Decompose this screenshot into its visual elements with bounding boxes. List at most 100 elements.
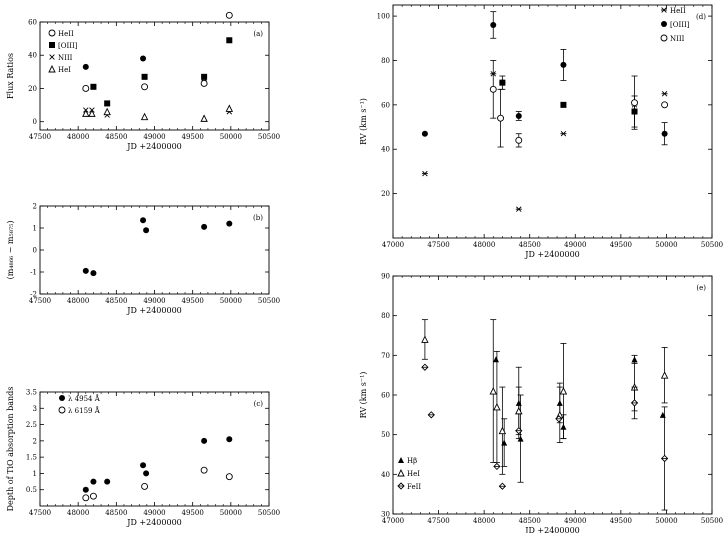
data-point bbox=[225, 11, 233, 19]
data-point bbox=[82, 85, 90, 92]
y-tick-label: 40 bbox=[28, 52, 37, 60]
x-tick-label: 48500 bbox=[519, 517, 541, 525]
panel-label: (d) bbox=[696, 13, 706, 21]
x-tick-label: 48000 bbox=[67, 133, 89, 141]
data-point bbox=[421, 170, 428, 177]
data-point bbox=[489, 85, 497, 93]
x-tick-label: 49500 bbox=[610, 241, 632, 249]
data-point bbox=[515, 406, 523, 415]
x-tick-label: 49000 bbox=[564, 241, 586, 249]
data-point bbox=[560, 101, 567, 108]
y-tick-label: -1 bbox=[30, 269, 37, 277]
series-HeII bbox=[421, 71, 668, 212]
x-tick-label: 47500 bbox=[29, 297, 51, 305]
x-tick-label: 50000 bbox=[655, 241, 677, 249]
legend-label: HeI bbox=[407, 470, 420, 478]
legend-label: HeII bbox=[58, 30, 74, 38]
data-point bbox=[630, 399, 639, 407]
y-tick-label: 50 bbox=[381, 431, 390, 439]
data-point bbox=[498, 426, 507, 435]
y-tick-label: 40 bbox=[381, 146, 390, 154]
data-point bbox=[490, 21, 497, 28]
legend-marker bbox=[48, 29, 56, 37]
x-tick-label: 50500 bbox=[701, 517, 723, 525]
data-point bbox=[90, 83, 97, 90]
x-tick-label: 48000 bbox=[473, 517, 495, 525]
data-point bbox=[201, 223, 208, 230]
legend-marker bbox=[59, 395, 65, 401]
x-tick-label: 47000 bbox=[382, 517, 404, 525]
data-point bbox=[226, 220, 233, 227]
legend-marker bbox=[58, 406, 66, 414]
y-tick-label: 2 bbox=[33, 437, 37, 445]
legend-label: HeI bbox=[58, 66, 71, 74]
x-tick-label: 49000 bbox=[143, 297, 165, 305]
data-point bbox=[661, 91, 668, 97]
plot-frame bbox=[392, 275, 713, 515]
legend-label: [OIII] bbox=[58, 42, 78, 50]
data-point bbox=[82, 494, 90, 502]
data-point bbox=[497, 114, 504, 122]
x-tick-label: 50500 bbox=[258, 297, 280, 305]
series-FeII bbox=[421, 363, 669, 511]
x-tick-label: 48500 bbox=[519, 241, 541, 249]
data-point bbox=[559, 387, 568, 395]
data-point bbox=[515, 112, 522, 119]
data-point bbox=[143, 227, 150, 234]
data-point bbox=[89, 492, 97, 500]
legend-label: λ 6159 Å bbox=[68, 406, 101, 415]
cross-stroke bbox=[201, 75, 207, 82]
panel-label: (b) bbox=[253, 214, 263, 222]
data-point bbox=[660, 454, 669, 463]
x-tick-label: 47000 bbox=[382, 241, 404, 249]
data-point bbox=[82, 267, 89, 274]
data-point bbox=[489, 387, 497, 395]
y-tick-label: 0.5 bbox=[26, 486, 37, 494]
y-tick-label: 40 bbox=[381, 471, 390, 479]
data-point bbox=[201, 75, 207, 82]
x-tick-label: 49500 bbox=[182, 509, 204, 517]
series-[OIII] bbox=[90, 37, 233, 107]
y-tick-label: 0 bbox=[33, 247, 37, 255]
x-axis-label: JD +2400000 bbox=[126, 518, 182, 527]
data-point bbox=[661, 101, 669, 109]
data-point bbox=[560, 61, 567, 68]
y-tick-label: 1.5 bbox=[26, 454, 37, 462]
panel-label: (c) bbox=[254, 400, 264, 408]
data-point bbox=[427, 411, 435, 419]
data-point bbox=[103, 107, 111, 116]
x-tick-label: 50000 bbox=[220, 509, 242, 517]
data-point bbox=[88, 109, 96, 117]
panel-a: 47500 48000 48500 49000 49500 50000 50500 0 20 40… bbox=[6, 11, 280, 151]
plot-frame bbox=[39, 205, 270, 295]
series-HeI bbox=[421, 319, 669, 475]
x-tick-label: 48500 bbox=[105, 297, 127, 305]
data-point bbox=[200, 114, 208, 122]
series-[OIII] bbox=[421, 11, 668, 146]
data-point bbox=[90, 270, 97, 277]
data-point bbox=[515, 427, 523, 435]
x-tick-label: 48500 bbox=[105, 133, 127, 141]
data-point bbox=[82, 63, 89, 70]
series-NIII bbox=[489, 60, 669, 148]
y-tick-label: 60 bbox=[28, 19, 37, 27]
data-point bbox=[140, 112, 149, 121]
legend: λ 4954 Å λ 6159 Å bbox=[58, 394, 101, 415]
x-tick-label: 49000 bbox=[564, 517, 586, 525]
x-tick-label: 47500 bbox=[29, 133, 51, 141]
x-tick-label: 48500 bbox=[105, 509, 127, 517]
data-point bbox=[140, 217, 147, 224]
x-tick-label: 50000 bbox=[220, 133, 242, 141]
x-tick-label: 48000 bbox=[473, 241, 495, 249]
panel-d: 47000 47500 48000 48500 49000 49500 50000 50500… bbox=[359, 4, 723, 259]
y-axis-label: RV (km s⁻¹) bbox=[359, 372, 368, 419]
legend-label: NIII bbox=[670, 35, 685, 43]
data-point bbox=[200, 80, 208, 87]
y-tick-label: -2 bbox=[30, 291, 37, 299]
plot-frame bbox=[39, 21, 270, 131]
legend-marker bbox=[397, 482, 405, 490]
data-point bbox=[661, 130, 668, 137]
legend-marker bbox=[397, 468, 405, 477]
legend: Hβ HeI FeII bbox=[397, 457, 421, 491]
legend: HeII [OIII] NIII HeI bbox=[48, 29, 78, 74]
